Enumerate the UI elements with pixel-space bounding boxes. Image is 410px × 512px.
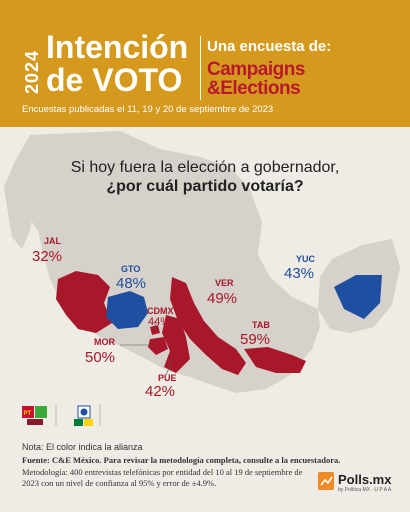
state-gto <box>106 291 148 329</box>
header-banner: 2024 Intención de VOTO Una encuesta de: … <box>0 0 410 127</box>
pue-leader <box>165 360 173 376</box>
pollsmx-tagline: by Política MX · U P A A <box>338 487 392 493</box>
pan-logo-mark <box>80 408 88 416</box>
pvem-logo <box>35 406 47 418</box>
pue-value: 42% <box>145 383 176 400</box>
methodology-text: Metodología: 400 entrevistas telefónicas… <box>22 467 303 488</box>
title-line-1: Intención <box>46 29 189 65</box>
tab-value: 59% <box>240 331 271 348</box>
survey-dates: Encuestas publicadas el 11, 19 y 20 de s… <box>22 104 274 115</box>
brand-logo-line-2: &Elections <box>207 78 301 99</box>
pollsmx-icon <box>318 472 334 490</box>
pri-logo <box>74 419 83 426</box>
gto-value: 48% <box>116 275 147 292</box>
question-line-2: ¿por cuál partido votaría? <box>106 178 304 195</box>
party-logos: PT <box>22 404 101 426</box>
survey-question: Si hoy fuera la elección a gobernador, ¿… <box>0 158 410 196</box>
yuc-label: YUC <box>296 254 316 264</box>
pt-logo-text: PT <box>24 411 32 417</box>
pollsmx-name: Polls.mx <box>338 472 392 487</box>
brand-logo-line-1: Campaigns <box>207 59 305 80</box>
tab-label: TAB <box>252 320 270 330</box>
state-jal <box>56 271 112 333</box>
yuc-value: 43% <box>284 265 315 282</box>
gto-label: GTO <box>121 264 141 274</box>
color-note: Nota: El color indica la alianza <box>22 442 143 452</box>
question-line-1: Si hoy fuera la elección a gobernador, <box>70 159 340 176</box>
mexico-map <box>4 131 400 393</box>
header-divider <box>200 36 201 100</box>
state-pue <box>162 315 190 373</box>
title-line-2: de VOTO <box>46 62 183 98</box>
state-mor <box>148 337 168 355</box>
baja-california <box>4 163 34 249</box>
red-alliance-logos: PT <box>22 404 57 426</box>
cdmx-label: CDMX <box>147 306 174 316</box>
pue-label: PUE <box>158 373 177 383</box>
jal-label: JAL <box>44 236 62 246</box>
survey-label: Una encuesta de: <box>207 38 332 55</box>
prd-logo <box>84 419 93 426</box>
state-ver <box>170 277 246 375</box>
pt-logo <box>22 406 34 418</box>
jal-value: 32% <box>32 248 63 265</box>
state-yuc <box>334 275 382 319</box>
mor-value: 50% <box>85 349 116 366</box>
footer: Nota: El color indica la alianza Fuente:… <box>22 442 402 489</box>
cdmx-value: 44% <box>148 316 171 328</box>
year-label: 2024 <box>22 49 42 94</box>
state-tab <box>244 347 306 373</box>
source-text: Fuente: C&E México. Para revisar la meto… <box>22 455 341 465</box>
ver-value: 49% <box>207 290 238 307</box>
mor-label: MOR <box>94 337 115 347</box>
ver-label: VER <box>215 278 234 288</box>
morena-logo <box>27 419 43 425</box>
blue-alliance-logos <box>74 404 101 426</box>
